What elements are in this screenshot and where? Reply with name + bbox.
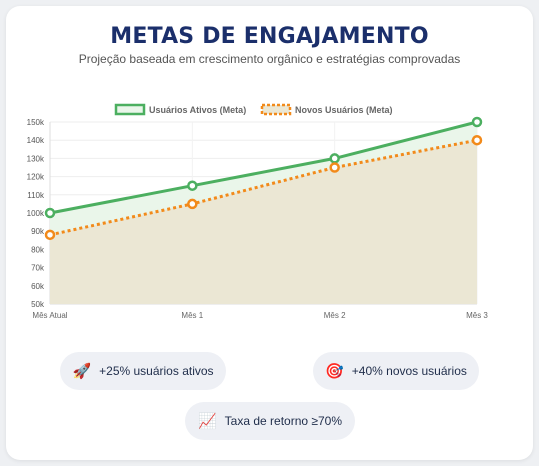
engagement-line-chart: 50k 60k 70k 80k 90k 100k 110k 120k 130k 140k 150k M…: [27, 103, 488, 320]
target-icon: 🎯: [325, 362, 344, 380]
series-line: [49, 138, 478, 237]
series-area: [50, 140, 477, 304]
x-tick-label: Mês 3: [466, 311, 488, 320]
data-point: [187, 198, 198, 210]
legend-label: Usuários Ativos (Meta): [149, 105, 246, 115]
rocket-icon: 🚀: [72, 362, 92, 380]
y-tick-label: 120k: [27, 173, 45, 182]
y-tick-label: 60k: [31, 282, 45, 291]
data-point: [471, 134, 483, 146]
badge-label: +40% novos usuários: [351, 364, 467, 378]
series-line: [49, 120, 478, 215]
badge-new-users: 🎯 +40% novos usuários: [313, 352, 479, 390]
badge-label: +25% usuários ativos: [99, 364, 214, 378]
legend-swatch: [114, 103, 146, 116]
x-tick-label: Mês 1: [181, 311, 203, 320]
y-tick-label: 50k: [31, 300, 45, 309]
badge-return-rate: 📈 Taxa de retorno ≥70%: [185, 402, 355, 440]
badge-active-users: 🚀 +25% usuários ativos: [60, 352, 226, 390]
data-point: [329, 162, 340, 173]
page-subtitle: Projeção baseada em crescimento orgânico…: [78, 52, 461, 66]
page-title: METAS DE ENGAJAMENTO: [110, 24, 429, 49]
y-tick-label: 80k: [31, 245, 45, 254]
x-tick-label: Mês Atual: [32, 311, 67, 320]
y-tick-label: 90k: [31, 227, 45, 236]
y-tick-label: 150k: [27, 118, 45, 127]
badge-label: Taxa de retorno ≥70%: [224, 414, 342, 428]
x-tick-label: Mês 2: [324, 311, 346, 320]
chart-up-icon: 📈: [197, 412, 217, 430]
y-tick-label: 140k: [27, 136, 45, 145]
data-point: [471, 116, 483, 128]
legend-label: Novos Usuários (Meta): [295, 105, 393, 115]
data-point: [187, 180, 198, 191]
y-tick-label: 130k: [27, 154, 45, 163]
y-tick-label: 70k: [31, 264, 45, 273]
legend-swatch: [260, 103, 292, 116]
y-tick-label: 100k: [27, 209, 45, 218]
data-point: [44, 207, 56, 219]
data-point: [44, 229, 56, 241]
data-point: [329, 153, 340, 164]
y-tick-label: 110k: [27, 191, 45, 200]
